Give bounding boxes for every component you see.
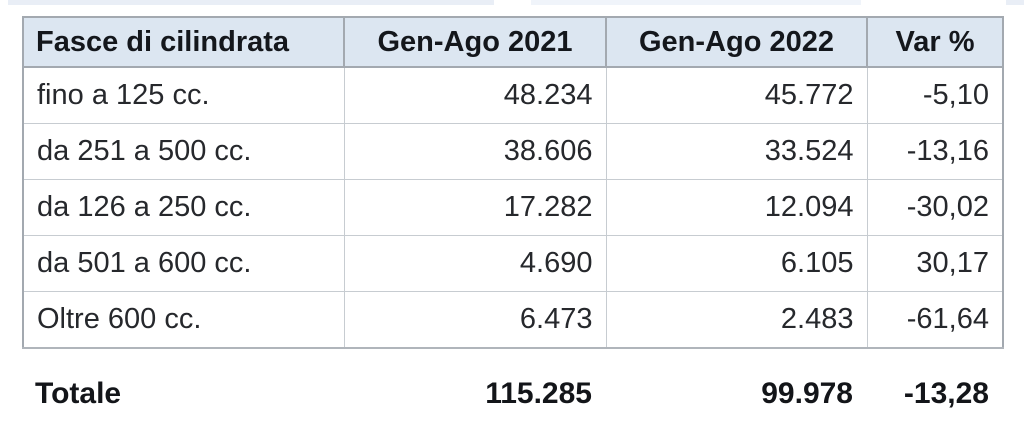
cell-variation: -5,10: [866, 66, 1004, 124]
cell-2021: 6.473: [343, 291, 607, 349]
table-row: da 501 a 600 cc. 4.690 6.105 30,17: [22, 235, 1004, 292]
cell-2022: 2.483: [605, 291, 868, 349]
cell-variation: 30,17: [866, 235, 1004, 292]
cell-category: da 251 a 500 cc.: [22, 123, 345, 180]
cell-2021: 38.606: [343, 123, 607, 180]
total-row: Totale 115.285 99.978 -13,28: [22, 371, 1002, 417]
table-row: Oltre 600 cc. 6.473 2.483 -61,64: [22, 291, 1004, 349]
cell-2022: 6.105: [605, 235, 868, 292]
cell-2022: 12.094: [605, 179, 868, 236]
cell-variation: -30,02: [866, 179, 1004, 236]
cell-variation: -61,64: [866, 291, 1004, 349]
displacement-table-container: Fasce di cilindrata Gen-Ago 2021 Gen-Ago…: [22, 16, 1004, 349]
header-row: Fasce di cilindrata Gen-Ago 2021 Gen-Ago…: [22, 16, 1004, 68]
cell-category: Oltre 600 cc.: [22, 291, 345, 349]
cell-2022: 45.772: [605, 66, 868, 124]
total-variation-value: -13,28: [903, 377, 989, 410]
table-row: da 126 a 250 cc. 17.282 12.094 -30,02: [22, 179, 1004, 236]
column-header-variation: Var %: [866, 16, 1004, 68]
cropped-table-edge-left: [8, 0, 494, 5]
total-2022-value: 99.978: [761, 377, 853, 410]
cell-variation: -13,16: [866, 123, 1004, 180]
cell-category: da 126 a 250 cc.: [22, 179, 345, 236]
cell-2022: 33.524: [605, 123, 868, 180]
cell-2021: 4.690: [343, 235, 607, 292]
column-header-2022: Gen-Ago 2022: [605, 16, 868, 68]
cropped-table-edge-middle: [531, 0, 861, 5]
column-header-category: Fasce di cilindrata: [22, 16, 345, 68]
displacement-table: Fasce di cilindrata Gen-Ago 2021 Gen-Ago…: [22, 16, 1004, 349]
table-row: fino a 125 cc. 48.234 45.772 -5,10: [22, 66, 1004, 124]
column-header-2021: Gen-Ago 2021: [343, 16, 607, 68]
cell-category: da 501 a 600 cc.: [22, 235, 345, 292]
table-row: da 251 a 500 cc. 38.606 33.524 -13,16: [22, 123, 1004, 180]
cell-2021: 48.234: [343, 66, 607, 124]
cropped-table-edge-right: [1006, 0, 1024, 5]
total-2021-value: 115.285: [485, 377, 592, 410]
cell-2021: 17.282: [343, 179, 607, 236]
total-label: Totale: [35, 377, 122, 410]
cell-category: fino a 125 cc.: [22, 66, 345, 124]
